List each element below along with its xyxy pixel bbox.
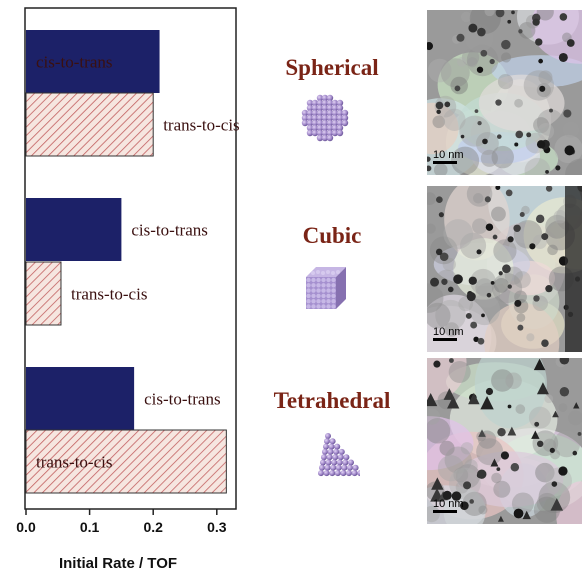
- shape-title-cubic: Cubic: [302, 223, 362, 248]
- plot-frame: [24, 7, 237, 510]
- scale-bar-label: 10 nm: [433, 149, 464, 161]
- bar-label-tetrahedral-cis-to-trans: cis-to-trans: [144, 390, 220, 409]
- x-tick-label: 0.2: [143, 519, 163, 535]
- bar-cubic-trans-to-cis: [25, 261, 62, 326]
- tem-image-tetrahedral: 10 nm: [427, 358, 582, 524]
- tem-image-cubic: 10 nm: [427, 186, 582, 352]
- tetrahedron-nanoparticle-icon: [318, 433, 360, 477]
- bar-label-cubic-trans-to-cis: trans-to-cis: [71, 285, 147, 304]
- shape-title-tetrahedral: Tetrahedral: [273, 388, 391, 413]
- bar-spherical-cis-to-trans: [26, 30, 160, 93]
- bar-cubic-cis-to-trans: [26, 198, 122, 261]
- scale-bar-label: 10 nm: [433, 326, 464, 338]
- shape-title-spherical: Spherical: [285, 55, 379, 80]
- bar-label-tetrahedral-trans-to-cis: trans-to-cis: [36, 453, 112, 472]
- bar-label-spherical-cis-to-trans: cis-to-trans: [36, 53, 112, 72]
- cube-nanoparticle-icon: [306, 267, 346, 309]
- x-tick-label: 0.3: [207, 519, 227, 535]
- bar-label-spherical-trans-to-cis: trans-to-cis: [163, 116, 239, 135]
- x-tick-label: 0.1: [80, 519, 100, 535]
- x-axis-title: Initial Rate / TOF: [59, 555, 177, 572]
- tem-image-spherical: 10 nm: [427, 10, 582, 175]
- bar-spherical-trans-to-cis: [25, 92, 154, 157]
- x-tick-label: 0.0: [16, 519, 36, 535]
- bar-tetrahedral-cis-to-trans: [26, 367, 135, 430]
- bar-chart: cis-to-trans trans-to-cis cis-to-trans tran…: [16, 7, 240, 572]
- bar-tetrahedral-trans-to-cis: [25, 429, 227, 494]
- sphere-nanoparticle-icon: [301, 94, 349, 142]
- bar-label-cubic-cis-to-trans: cis-to-trans: [131, 221, 207, 240]
- scale-bar-label: 10 nm: [433, 498, 464, 510]
